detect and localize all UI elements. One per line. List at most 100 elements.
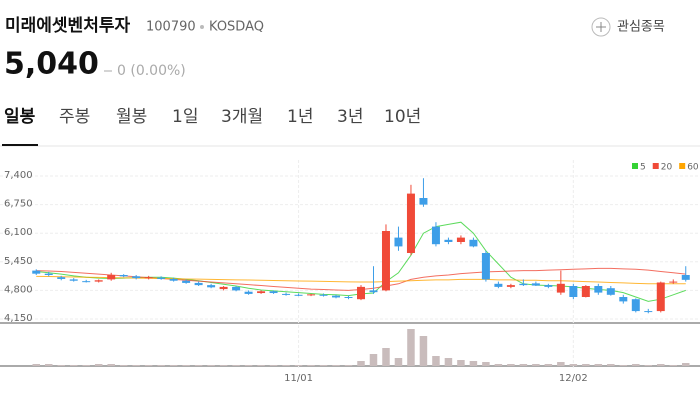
y-tick-label: 4,800: [4, 284, 33, 295]
volume-bar: [519, 364, 528, 366]
volume-bar: [369, 354, 378, 366]
candle-body: [444, 239, 453, 242]
candle-body: [594, 286, 603, 293]
volume-bar: [94, 364, 103, 366]
stock-name: 미래에셋벤처투자: [5, 16, 130, 36]
legend-swatch: [679, 163, 686, 169]
candle-body: [681, 275, 690, 280]
volume-bar: [257, 365, 265, 366]
candle-body: [556, 283, 565, 293]
volume-bar: [182, 365, 190, 366]
volume-bar: [232, 365, 240, 366]
volume-bar: [469, 361, 478, 366]
volume-bar: [444, 358, 453, 366]
tab[interactable]: 일봉: [4, 107, 36, 127]
candle-body: [357, 286, 365, 300]
candle-body: [207, 285, 216, 288]
candle-body: [219, 286, 228, 290]
candle-body: [381, 231, 390, 291]
volume-bar: [419, 336, 428, 366]
volume-bar: [482, 362, 490, 366]
volume-bar: [457, 360, 465, 366]
volume-bar: [219, 365, 228, 366]
candle-body: [581, 286, 590, 297]
volume-bar: [619, 365, 628, 366]
candle-body: [94, 280, 103, 282]
watch-button[interactable]: 관심종목: [617, 20, 665, 35]
y-tick-label: 4,150: [4, 313, 33, 324]
volume-bar: [244, 365, 253, 366]
volume-bar: [544, 364, 553, 366]
candle-body: [32, 270, 41, 274]
tab[interactable]: 주봉: [59, 107, 90, 127]
volume-bar: [282, 365, 290, 366]
volume-bar: [382, 348, 390, 366]
candle-body: [44, 273, 53, 275]
volume-bar: [594, 364, 603, 366]
volume-bar: [344, 365, 353, 366]
candle-body: [57, 277, 66, 279]
watch-icon[interactable]: [591, 17, 611, 37]
volume-bar: [269, 365, 278, 366]
x-tick-label: 11/01: [284, 373, 313, 384]
volume-bar: [144, 365, 153, 366]
volume-bar: [557, 362, 565, 366]
volume-bar: [632, 364, 640, 366]
candle-body: [119, 275, 128, 277]
tab[interactable]: 10년: [384, 107, 421, 127]
volume-bar: [582, 364, 590, 366]
y-tick-label: 7,400: [4, 170, 33, 181]
tab[interactable]: 3년: [337, 107, 363, 127]
candle-body: [244, 291, 253, 294]
candle-body: [169, 278, 178, 281]
candle-body: [332, 295, 341, 298]
legend-label: 20: [661, 163, 673, 173]
candle-body: [157, 277, 166, 279]
y-tick-label: 6,100: [4, 227, 33, 238]
change: 0 (0.00%): [117, 63, 186, 79]
legend-label: 60: [687, 163, 699, 173]
candle-body: [669, 281, 678, 283]
candle-body: [132, 276, 141, 279]
candle-body: [631, 299, 640, 312]
candle-body: [144, 277, 153, 279]
candle-body: [394, 237, 403, 247]
volume-bar: [357, 361, 365, 366]
volume-bar: [57, 365, 65, 366]
candle-body: [232, 286, 241, 291]
volume-bar: [44, 364, 53, 366]
candle-body: [82, 281, 91, 283]
volume-bar: [569, 364, 578, 366]
volume-bar: [169, 365, 178, 366]
market: KOSDAQ: [209, 20, 264, 35]
candle-body: [282, 293, 291, 295]
legend-swatch: [652, 163, 659, 169]
candle-body: [294, 294, 303, 296]
legend-swatch: [632, 163, 638, 169]
candle-body: [519, 283, 528, 286]
volume-bar: [332, 365, 340, 366]
volume-bar: [157, 365, 165, 366]
candle-body: [69, 279, 78, 281]
tab[interactable]: 1년: [287, 107, 313, 127]
volume-bar: [307, 365, 315, 366]
volume-bar: [32, 364, 40, 366]
volume-bar: [294, 365, 303, 366]
volume-bar: [494, 364, 503, 366]
volume-bar: [507, 364, 515, 366]
tab[interactable]: 3개월: [221, 107, 263, 127]
volume-bar: [657, 364, 665, 366]
candle-body: [656, 282, 665, 312]
candle-body: [194, 282, 203, 286]
tab[interactable]: 1일: [172, 107, 198, 127]
candle-body: [369, 290, 378, 293]
candle-body: [569, 286, 578, 297]
ma-line: [36, 275, 686, 285]
candle-body: [481, 253, 490, 280]
volume-bar: [107, 364, 115, 366]
candle-body: [456, 237, 465, 242]
candle-body: [494, 283, 503, 287]
separator: [200, 25, 204, 29]
candle-body: [307, 294, 316, 296]
tab[interactable]: 월봉: [116, 107, 147, 127]
